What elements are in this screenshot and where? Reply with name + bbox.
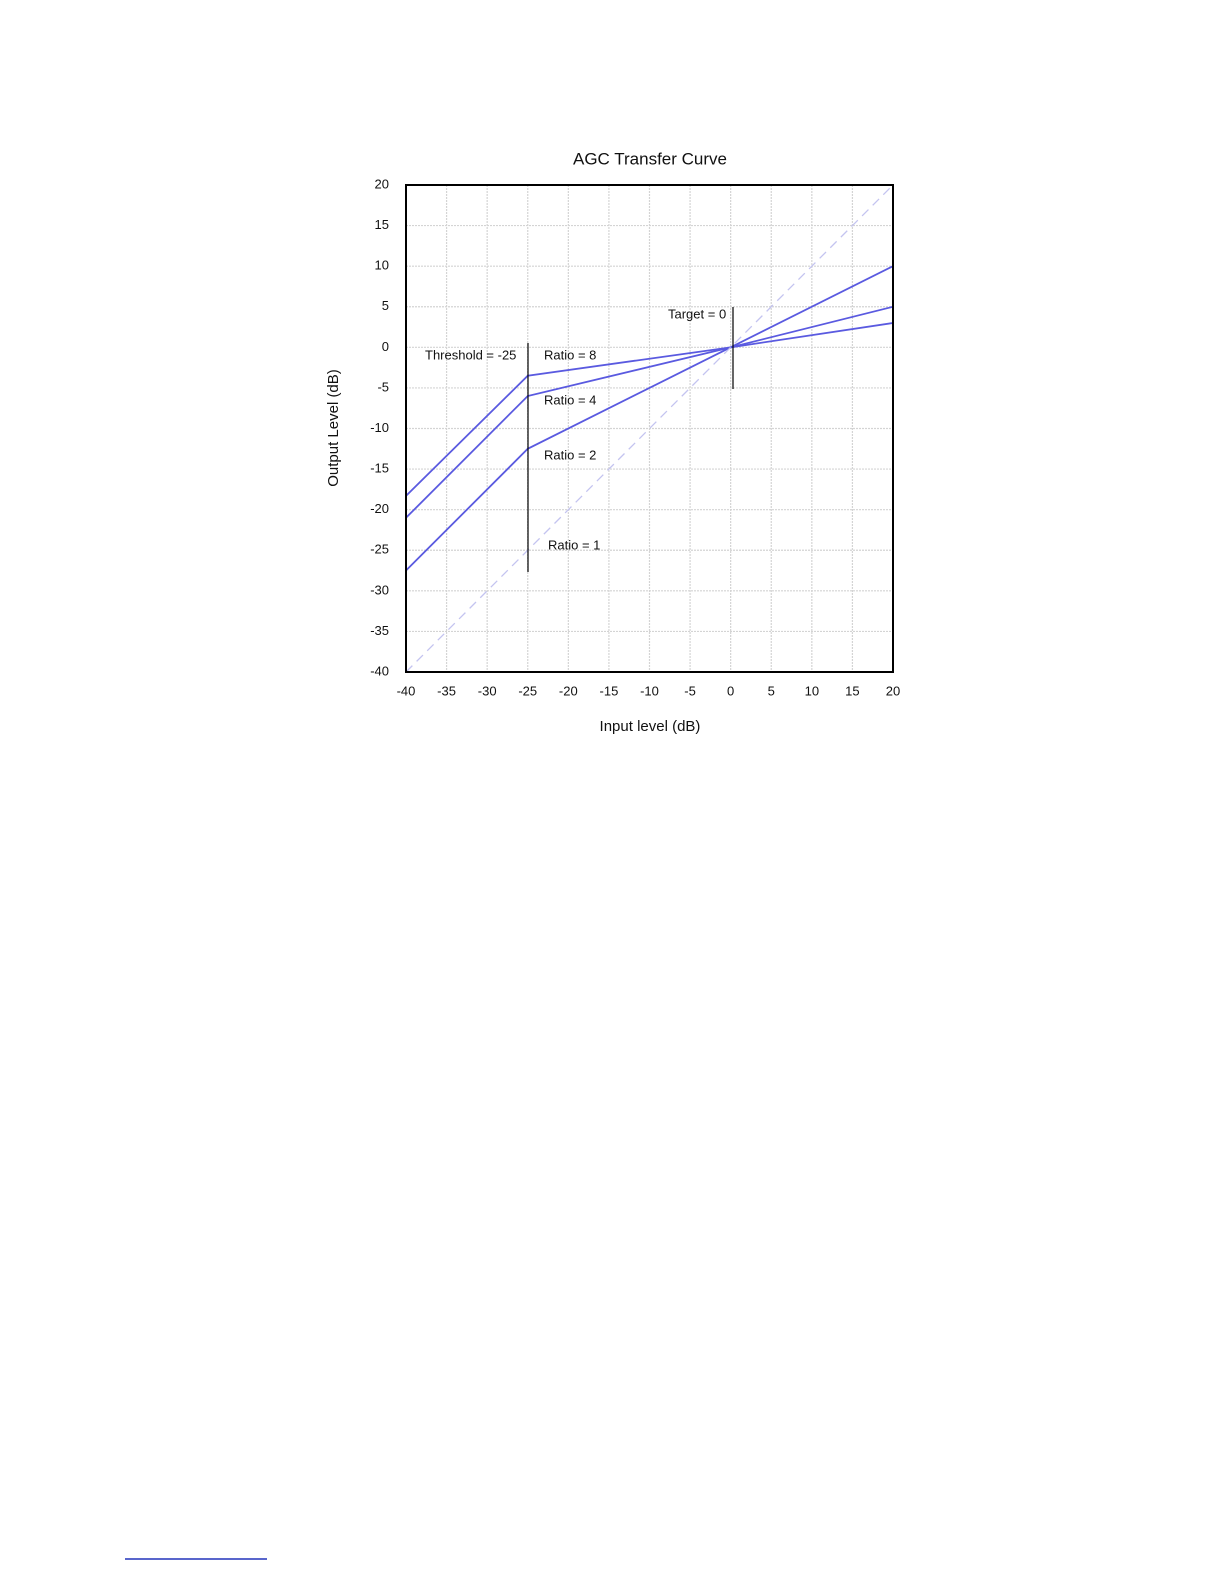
x-tick-label: -10 — [640, 683, 659, 698]
y-tick-label: -25 — [370, 542, 389, 557]
x-tick-label: 10 — [805, 683, 819, 698]
y-axis-title: Output Level (dB) — [325, 369, 342, 487]
series-label: Ratio = 2 — [544, 447, 596, 462]
series-line — [405, 184, 894, 673]
y-tick-label: -30 — [370, 582, 389, 597]
x-tick-label: 0 — [727, 683, 734, 698]
series-line — [405, 265, 894, 572]
series-label: Ratio = 1 — [548, 537, 600, 552]
y-tick-label: -5 — [377, 379, 389, 394]
x-axis-title: Input level (dB) — [600, 718, 701, 735]
series-label: Ratio = 4 — [544, 392, 596, 407]
y-tick-label: -35 — [370, 623, 389, 638]
x-tick-label: -5 — [684, 683, 696, 698]
y-tick-label: -20 — [370, 501, 389, 516]
x-tick-label: -15 — [600, 683, 619, 698]
y-tick-label: 10 — [375, 258, 389, 273]
x-tick-label: 20 — [886, 683, 900, 698]
x-tick-label: -20 — [559, 683, 578, 698]
y-tick-label: -10 — [370, 420, 389, 435]
y-tick-label: 0 — [382, 339, 389, 354]
series-line — [405, 305, 894, 519]
y-tick-label: 15 — [375, 217, 389, 232]
series-line — [405, 322, 894, 497]
x-tick-label: -25 — [518, 683, 537, 698]
annotation: Threshold = -25 — [425, 347, 516, 362]
x-tick-label: -40 — [397, 683, 416, 698]
chart-title: AGC Transfer Curve — [573, 149, 727, 168]
y-tick-label: 5 — [382, 298, 389, 313]
annotation: Target = 0 — [668, 306, 726, 321]
plot-frame — [405, 184, 894, 673]
y-tick-label: -40 — [370, 663, 389, 678]
y-tick-label: -15 — [370, 461, 389, 476]
x-tick-label: -35 — [437, 683, 456, 698]
series-label: Ratio = 8 — [544, 347, 596, 362]
x-tick-label: -30 — [478, 683, 497, 698]
y-tick-label: 20 — [375, 176, 389, 191]
plot-lines — [405, 184, 894, 673]
x-tick-label: 5 — [768, 683, 775, 698]
x-tick-label: 15 — [845, 683, 859, 698]
